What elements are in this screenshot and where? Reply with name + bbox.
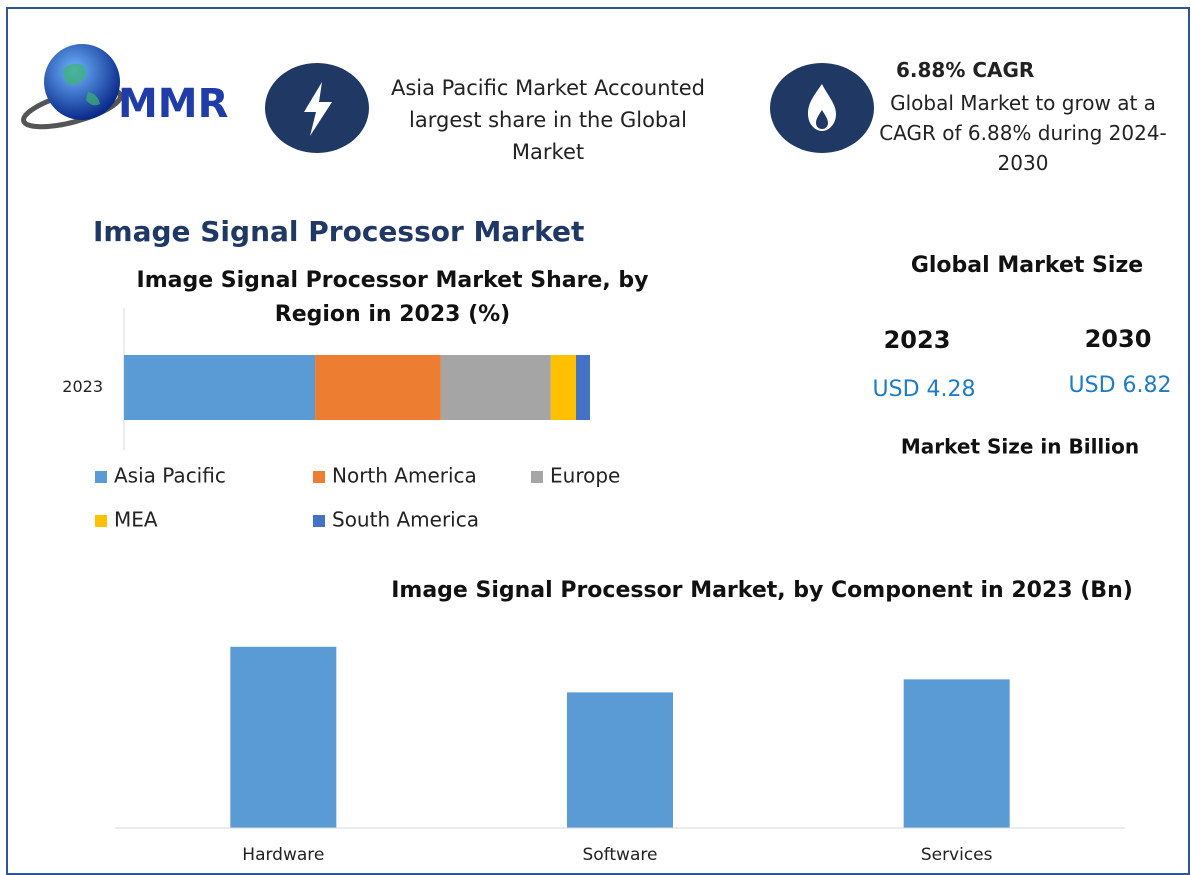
- bar: [567, 692, 673, 828]
- bar-segment: [440, 355, 551, 420]
- x-tick-label: Hardware: [242, 845, 324, 865]
- cagr-title: 6.88% CAGR: [896, 58, 1035, 82]
- legend-label: South America: [332, 508, 479, 532]
- bar: [903, 679, 1010, 828]
- main-title: Image Signal Processor Market: [93, 215, 584, 248]
- chart-title: Image Signal Processor Market Share, by …: [136, 268, 649, 327]
- bar-segment: [576, 355, 590, 420]
- legend-swatch: [313, 471, 325, 483]
- icon-lightning: [265, 63, 369, 153]
- legend-label: North America: [332, 464, 477, 488]
- year: 2023: [884, 326, 951, 354]
- legend-swatch: [313, 515, 325, 527]
- market-size-title: Global Market Size: [911, 253, 1143, 278]
- market-value: USD 4.28: [873, 377, 976, 402]
- highlight-text: Asia Pacific Market Accounted largest sh…: [390, 76, 705, 164]
- chart-title: Image Signal Processor Market, by Compon…: [391, 578, 1133, 603]
- year: 2030: [1085, 325, 1152, 353]
- bar-segment: [124, 355, 316, 420]
- bar-segment: [550, 355, 577, 420]
- legend-label: MEA: [114, 508, 158, 532]
- logo-text: MMR: [118, 81, 228, 127]
- logo: MMR: [21, 44, 228, 130]
- x-tick-label: Services: [921, 845, 993, 865]
- cagr-text: Global Market to grow at a CAGR of 6.88%…: [879, 91, 1167, 175]
- x-tick-label: Software: [583, 845, 658, 865]
- y-tick-label: 2023: [62, 377, 103, 396]
- legend-swatch: [95, 515, 107, 527]
- bar: [230, 646, 337, 828]
- legend-label: Europe: [550, 464, 620, 488]
- bar-segment: [315, 355, 441, 420]
- market-value: USD 6.82: [1069, 373, 1172, 398]
- market-size-note: Market Size in Billion: [901, 435, 1139, 459]
- icon-flame: [770, 63, 874, 153]
- legend-swatch: [531, 471, 543, 483]
- legend-swatch: [95, 471, 107, 483]
- legend-label: Asia Pacific: [114, 464, 226, 488]
- frame: [6, 7, 1190, 875]
